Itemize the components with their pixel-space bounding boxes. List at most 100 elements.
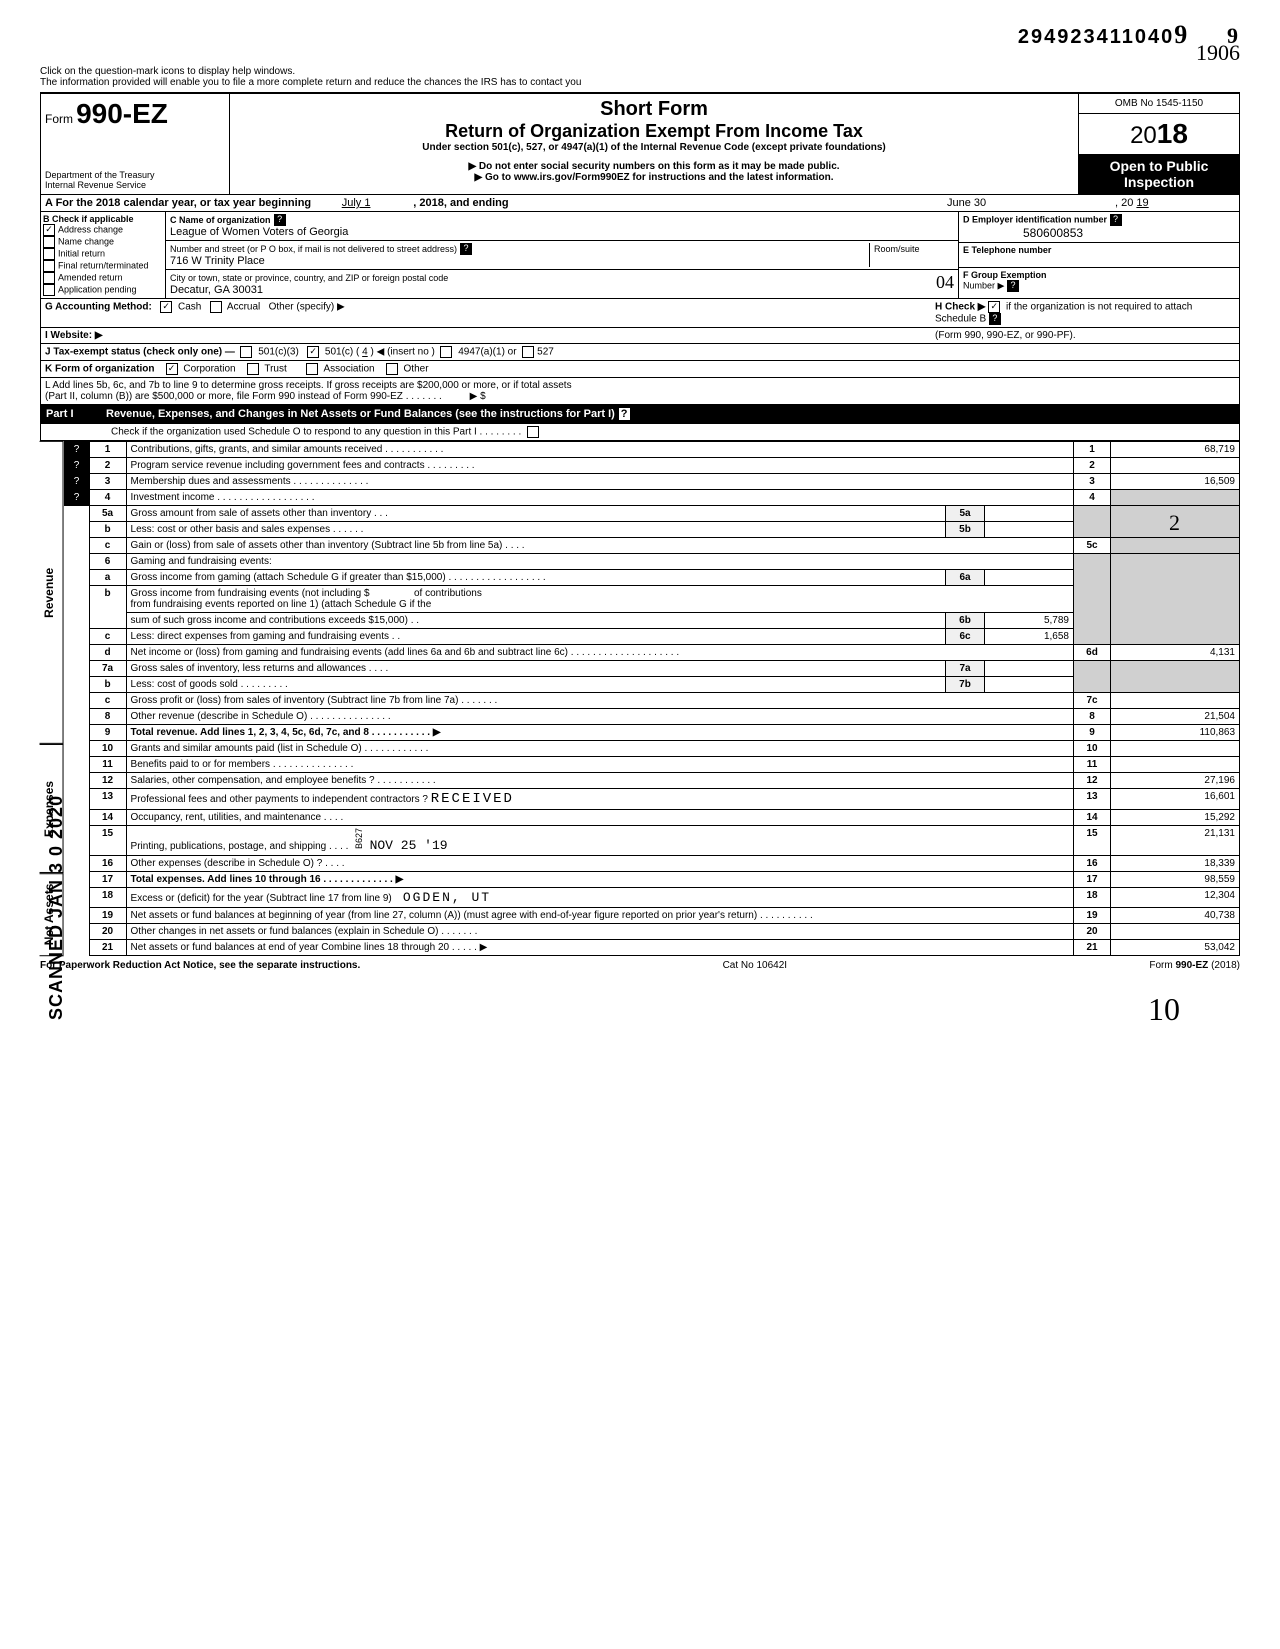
part-1-sub: Check if the organization used Schedule …	[111, 427, 521, 438]
table-row: 8Other revenue (describe in Schedule O) …	[64, 709, 1239, 725]
footer-left: For Paperwork Reduction Act Notice, see …	[40, 960, 360, 971]
line-a-label: A For the 2018 calendar year, or tax yea…	[45, 197, 311, 209]
part-1-label: Part I	[46, 408, 106, 420]
org-street: 716 W Trinity Place	[170, 255, 265, 267]
chk-schedule-o[interactable]	[527, 426, 539, 438]
line-g-label: G Accounting Method:	[45, 302, 152, 313]
tax-year: 2018	[1079, 114, 1239, 154]
help-icon[interactable]: ?	[274, 214, 286, 226]
dept-irs: Internal Revenue Service	[45, 180, 225, 190]
table-row: 10Grants and similar amounts paid (list …	[64, 741, 1239, 757]
chk-accrual[interactable]	[210, 301, 222, 313]
table-row: ?1Contributions, gifts, grants, and simi…	[64, 442, 1239, 458]
chk-527[interactable]	[522, 346, 534, 358]
chk-501c3[interactable]	[240, 346, 252, 358]
table-row: 5aGross amount from sale of assets other…	[64, 506, 1239, 522]
chk-other[interactable]	[386, 363, 398, 375]
table-row: dNet income or (loss) from gaming and fu…	[64, 645, 1239, 661]
table-row: bLess: cost of goods sold . . . . . . . …	[64, 677, 1239, 693]
chk-application-pending[interactable]: Application pending	[43, 284, 163, 296]
table-row: cGain or (loss) from sale of assets othe…	[64, 538, 1239, 554]
omb-number: OMB No 1545-1150	[1079, 94, 1239, 114]
line-k-label: K Form of organization	[45, 364, 154, 375]
form-header: Form 990-EZ Department of the Treasury I…	[40, 93, 1240, 195]
year-bold: 18	[1157, 118, 1188, 149]
dept-treasury: Department of the Treasury	[45, 170, 225, 180]
room-label: Room/suite	[874, 244, 920, 254]
section-c-addr-label: Number and street (or P O box, if mail i…	[170, 244, 457, 254]
section-e-label: E Telephone number	[963, 245, 1051, 255]
no-ssn-line: ▶ Do not enter social security numbers o…	[238, 161, 1070, 172]
form-prefix: Form	[45, 112, 73, 126]
table-row: ?3Membership dues and assessments . . . …	[64, 474, 1239, 490]
section-b-row: B Check if applicable Address change Nam…	[40, 212, 1240, 299]
hand-bottom-10: 10	[40, 971, 1240, 1028]
stamp-b627: B627	[354, 828, 364, 849]
table-row: cLess: direct expenses from gaming and f…	[64, 629, 1239, 645]
room-hand: 04	[936, 272, 954, 292]
org-city: Decatur, GA 30031	[170, 284, 263, 296]
received-stamp: RECEIVED	[431, 791, 514, 807]
chk-assoc[interactable]	[306, 363, 318, 375]
chk-4947[interactable]	[440, 346, 452, 358]
chk-amended-return[interactable]: Amended return	[43, 272, 163, 284]
topnote-1: Click on the question-mark icons to disp…	[40, 66, 1240, 77]
line-j-label: J Tax-exempt status (check only one) —	[45, 347, 235, 358]
table-row: 6Gaming and fundraising events:	[64, 554, 1239, 570]
table-row: 13Professional fees and other payments t…	[64, 789, 1239, 810]
open-to-public: Open to Public Inspection	[1079, 154, 1239, 194]
table-row: sum of such gross income and contributio…	[64, 613, 1239, 629]
help-icon[interactable]: ?	[989, 313, 1001, 325]
line-i-label: I Website: ▶	[45, 330, 103, 341]
part-1-title: Revenue, Expenses, and Changes in Net As…	[106, 408, 615, 420]
table-row: 18Excess or (deficit) for the year (Subt…	[64, 888, 1239, 908]
side-netassets: Net Assets	[40, 873, 64, 956]
lines-table: ?1Contributions, gifts, grants, and simi…	[64, 441, 1240, 956]
section-b-header: B Check if applicable	[43, 214, 163, 224]
section-f-sub: Number ▶	[963, 280, 1004, 290]
footer: For Paperwork Reduction Act Notice, see …	[40, 956, 1240, 971]
section-c-city-label: City or town, state or province, country…	[170, 273, 448, 283]
section-d-label: D Employer identification number	[963, 214, 1107, 224]
return-title: Return of Organization Exempt From Incom…	[238, 121, 1070, 142]
table-row: bGross income from fundraising events (n…	[64, 586, 1239, 613]
help-icon[interactable]: ?	[619, 408, 630, 420]
dln-suffix: 9	[1174, 20, 1189, 49]
chk-corp[interactable]	[166, 363, 178, 375]
insert-no: 4	[362, 347, 368, 358]
chk-name-change[interactable]: Name change	[43, 236, 163, 248]
table-row: 17Total expenses. Add lines 10 through 1…	[64, 872, 1239, 888]
chk-no-sched-b[interactable]	[988, 301, 1000, 313]
line-l-2: (Part II, column (B)) are $500,000 or mo…	[45, 391, 442, 402]
footer-mid: Cat No 10642I	[723, 960, 788, 971]
chk-trust[interactable]	[247, 363, 259, 375]
chk-501c[interactable]	[307, 346, 319, 358]
short-form-title: Short Form	[238, 98, 1070, 121]
line-a-mid: , 2018, and ending	[413, 197, 508, 209]
under-section: Under section 501(c), 527, or 4947(a)(1)…	[238, 142, 1070, 153]
table-row: 11Benefits paid to or for members . . . …	[64, 757, 1239, 773]
line-l-arrow: ▶ $	[470, 391, 486, 402]
stamp-ogden: OGDEN, UT	[403, 890, 491, 905]
help-icon[interactable]: ?	[460, 243, 472, 255]
line-a: A For the 2018 calendar year, or tax yea…	[40, 195, 1240, 212]
topnote-2: The information provided will enable you…	[40, 77, 1240, 88]
table-row: ?4Investment income . . . . . . . . . . …	[64, 490, 1239, 506]
chk-address-change[interactable]: Address change	[43, 224, 163, 236]
top-instructions: Click on the question-mark icons to disp…	[40, 66, 1240, 93]
help-icon[interactable]: ?	[1007, 280, 1019, 292]
table-row: 19Net assets or fund balances at beginni…	[64, 908, 1239, 924]
part-1-header: Part I Revenue, Expenses, and Changes in…	[40, 405, 1240, 423]
table-row: 9Total revenue. Add lines 1, 2, 3, 4, 5c…	[64, 725, 1239, 741]
table-row: 7aGross sales of inventory, less returns…	[64, 661, 1239, 677]
ein: 580600853	[963, 226, 1083, 240]
line-h-sub: (Form 990, 990-EZ, or 990-PF).	[935, 330, 1235, 341]
table-row: ?2Program service revenue including gove…	[64, 458, 1239, 474]
chk-initial-return[interactable]: Initial return	[43, 248, 163, 260]
help-icon[interactable]: ?	[1110, 214, 1122, 226]
chk-final-return[interactable]: Final return/terminated	[43, 260, 163, 272]
org-name: League of Women Voters of Georgia	[170, 226, 348, 238]
table-row: bLess: cost or other basis and sales exp…	[64, 522, 1239, 538]
chk-cash[interactable]	[160, 301, 172, 313]
table-row: 12Salaries, other compensation, and empl…	[64, 773, 1239, 789]
